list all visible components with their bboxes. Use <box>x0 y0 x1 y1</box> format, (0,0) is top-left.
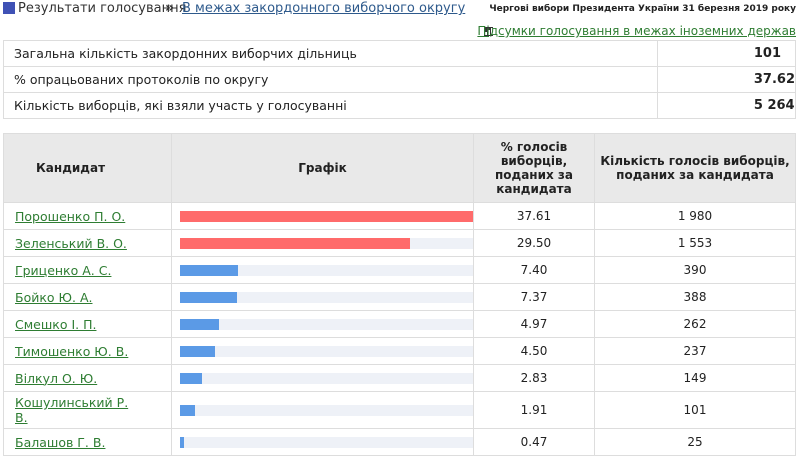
table-row: Зеленський В. О. 29.50 1 553 <box>3 229 796 257</box>
election-title: Чергові вибори Президента України 31 бер… <box>489 4 796 14</box>
vote-share-bar <box>180 210 473 222</box>
bar-track <box>180 210 473 222</box>
bar-track <box>180 436 473 448</box>
table-row: Балашов Г. В. 0.47 25 <box>3 428 796 456</box>
percent-cell: 37.61 <box>473 202 595 230</box>
graph-cell <box>171 256 474 284</box>
header-graph: Графік <box>171 133 474 203</box>
square-bullet-icon <box>3 2 15 14</box>
votes-cell: 390 <box>594 256 796 284</box>
graph-cell <box>171 283 474 311</box>
stats-table: Загальна кількість закордонних виборчих … <box>3 40 797 119</box>
breadcrumb-root: Результати голосування <box>18 1 187 16</box>
graph-cell <box>171 202 474 230</box>
header-percent: % голосів виборців, поданих за кандидата <box>473 133 595 203</box>
stats-row: Кількість виборців, які взяли участь у г… <box>3 92 797 119</box>
top-bar: Результати голосування » В межах закордо… <box>0 0 800 20</box>
stats-row: % опрацьованих протоколів по округу 37.6… <box>3 66 797 93</box>
votes-cell: 149 <box>594 364 796 392</box>
breadcrumb-separator: » <box>165 0 175 16</box>
candidate-name-cell: Зеленський В. О. <box>3 229 172 257</box>
header-votes: Кількість голосів виборців, поданих за к… <box>594 133 796 203</box>
graph-cell <box>171 391 474 429</box>
candidate-name-cell: Балашов Г. В. <box>3 428 172 456</box>
candidate-link[interactable]: Кошулинський Р. В. <box>15 395 129 425</box>
stats-row: Загальна кількість закордонних виборчих … <box>3 40 797 67</box>
votes-cell: 237 <box>594 337 796 365</box>
candidate-name-cell: Бойко Ю. А. <box>3 283 172 311</box>
candidate-name-cell: Кошулинський Р. В. <box>3 391 172 429</box>
bar-track <box>180 291 473 303</box>
table-row: Гриценко А. С. 7.40 390 <box>3 256 796 284</box>
candidate-link[interactable]: Тимошенко Ю. В. <box>15 343 129 359</box>
percent-cell: 4.97 <box>473 310 595 338</box>
graph-cell <box>171 229 474 257</box>
breadcrumb-current-link[interactable]: В межах закордонного виборчого округу <box>182 1 466 16</box>
candidate-link[interactable]: Вілкул О. Ю. <box>15 370 98 386</box>
stats-value: 37.62 <box>656 66 797 93</box>
graph-cell <box>171 310 474 338</box>
vote-share-bar <box>180 436 184 448</box>
candidate-link[interactable]: Гриценко А. С. <box>15 262 112 278</box>
bar-track <box>180 345 473 357</box>
stats-label: Загальна кількість закордонних виборчих … <box>3 40 658 67</box>
votes-cell: 388 <box>594 283 796 311</box>
percent-cell: 1.91 <box>473 391 595 429</box>
candidate-name-cell: Порошенко П. О. <box>3 202 172 230</box>
vote-share-bar <box>180 237 410 249</box>
percent-cell: 0.47 <box>473 428 595 456</box>
vote-share-bar <box>180 318 219 330</box>
candidate-name-cell: Тимошенко Ю. В. <box>3 337 172 365</box>
vote-share-bar <box>180 291 238 303</box>
percent-cell: 7.40 <box>473 256 595 284</box>
candidates-table: Кандидат Графік % голосів виборців, пода… <box>3 133 796 456</box>
table-row: Кошулинський Р. В. 1.91 101 <box>3 391 796 429</box>
bar-track <box>180 372 473 384</box>
candidate-link[interactable]: Бойко Ю. А. <box>15 289 93 305</box>
foreign-summary-link[interactable]: Підсумки голосування в межах іноземних д… <box>477 24 796 38</box>
candidate-link[interactable]: Смешко І. П. <box>15 316 97 332</box>
stats-value: 5 264 <box>656 92 797 119</box>
candidate-name-cell: Вілкул О. Ю. <box>3 364 172 392</box>
percent-cell: 4.50 <box>473 337 595 365</box>
votes-cell: 1 553 <box>594 229 796 257</box>
table-row: Тимошенко Ю. В. 4.50 237 <box>3 337 796 365</box>
votes-cell: 25 <box>594 428 796 456</box>
vote-share-bar <box>180 372 203 384</box>
stats-label: % опрацьованих протоколів по округу <box>3 66 658 93</box>
table-header-row: Кандидат Графік % голосів виборців, пода… <box>3 133 796 203</box>
candidate-name-cell: Гриценко А. С. <box>3 256 172 284</box>
candidate-link[interactable]: Балашов Г. В. <box>15 434 106 450</box>
header-candidate: Кандидат <box>3 133 172 203</box>
stats-label: Кількість виборців, які взяли участь у г… <box>3 92 658 119</box>
table-row: Бойко Ю. А. 7.37 388 <box>3 283 796 311</box>
candidate-link[interactable]: Порошенко П. О. <box>15 208 126 224</box>
percent-cell: 7.37 <box>473 283 595 311</box>
votes-cell: 262 <box>594 310 796 338</box>
candidate-link[interactable]: Зеленський В. О. <box>15 235 127 251</box>
vote-share-bar <box>180 264 238 276</box>
bar-track <box>180 404 473 416</box>
bar-track <box>180 264 473 276</box>
table-row: Смешко І. П. 4.97 262 <box>3 310 796 338</box>
stats-value: 101 <box>656 40 797 67</box>
percent-cell: 2.83 <box>473 364 595 392</box>
votes-cell: 1 980 <box>594 202 796 230</box>
graph-cell <box>171 364 474 392</box>
bar-track <box>180 237 473 249</box>
table-row: Порошенко П. О. 37.61 1 980 <box>3 202 796 230</box>
percent-cell: 29.50 <box>473 229 595 257</box>
vote-share-bar <box>180 404 195 416</box>
bar-track <box>180 318 473 330</box>
candidate-name-cell: Смешко І. П. <box>3 310 172 338</box>
bar-chart-icon[interactable] <box>484 27 493 36</box>
vote-share-bar <box>180 345 216 357</box>
table-row: Вілкул О. Ю. 2.83 149 <box>3 364 796 392</box>
graph-cell <box>171 428 474 456</box>
votes-cell: 101 <box>594 391 796 429</box>
graph-cell <box>171 337 474 365</box>
